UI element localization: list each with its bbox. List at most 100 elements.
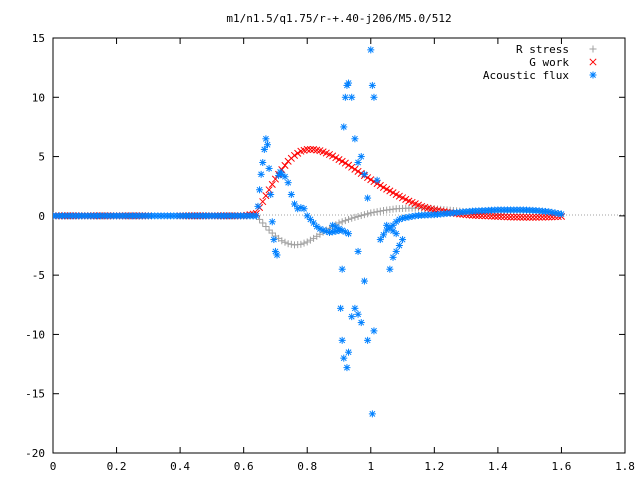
legend-marker (589, 58, 597, 66)
data-point (254, 202, 262, 210)
y-tick-label: 5 (38, 151, 45, 164)
data-point (284, 179, 292, 187)
data-point (273, 251, 281, 259)
x-tick-label: 1.2 (424, 460, 444, 473)
data-point (484, 212, 492, 220)
legend-marker (589, 71, 597, 79)
y-tick-label: 10 (32, 91, 45, 104)
data-point (364, 336, 372, 344)
legend-label: G work (529, 56, 569, 69)
data-point (265, 164, 273, 172)
data-point (532, 213, 540, 221)
data-point (303, 238, 311, 246)
data-point (303, 145, 311, 154)
data-point (332, 223, 340, 231)
data-point (340, 354, 348, 362)
data-point (379, 231, 387, 239)
data-point (259, 198, 267, 206)
data-point (344, 161, 353, 169)
data-point (376, 207, 384, 215)
data-point (262, 223, 270, 231)
data-point (370, 93, 378, 101)
data-point (264, 141, 271, 149)
data-point (367, 209, 375, 217)
data-point (297, 240, 305, 248)
data-point (338, 336, 346, 344)
data-point (529, 213, 537, 221)
data-point (281, 161, 289, 170)
y-tick-label: 15 (32, 32, 45, 45)
data-point (340, 123, 348, 131)
data-point (364, 194, 372, 202)
y-tick-label: -20 (25, 447, 45, 460)
data-point (354, 159, 362, 166)
data-point (300, 205, 308, 213)
data-point (526, 213, 534, 221)
y-tick-label: 0 (38, 210, 45, 223)
data-point (392, 230, 400, 238)
data-point (386, 265, 394, 273)
data-point (360, 277, 368, 285)
x-tick-label: 0.2 (107, 460, 127, 473)
x-tick-label: 0.4 (170, 460, 190, 473)
data-point (497, 213, 505, 221)
data-point (348, 313, 356, 321)
data-point (343, 364, 351, 372)
data-point (337, 304, 345, 312)
data-point (348, 214, 356, 222)
data-point (345, 348, 353, 356)
data-point (257, 170, 265, 178)
legend-label: R stress (516, 43, 569, 56)
y-tick-label: -15 (25, 388, 45, 401)
data-point (256, 186, 264, 194)
data-point (262, 135, 270, 143)
data-point (341, 93, 349, 101)
data-point (270, 236, 278, 244)
data-point (535, 213, 543, 221)
data-point (341, 159, 349, 167)
data-point (368, 81, 376, 89)
data-point (351, 304, 359, 312)
data-point (376, 236, 384, 244)
data-point (516, 213, 524, 221)
data-point (360, 170, 368, 178)
data-point (545, 213, 553, 221)
data-point (354, 212, 362, 220)
data-point (487, 212, 496, 220)
data-point (389, 253, 397, 261)
data-point (267, 191, 275, 199)
data-point (278, 237, 286, 245)
data-point (345, 215, 353, 223)
data-point (313, 223, 321, 231)
data-point (542, 213, 550, 221)
data-point (481, 212, 489, 220)
x-axis: 0 0.2 0.4 0.6 0.8 1 1.2 1.4 1.6 1.8 (50, 38, 635, 473)
data-point (557, 210, 565, 218)
x-tick-label: 1.6 (552, 460, 572, 473)
data-point (262, 192, 270, 200)
data-point (368, 410, 376, 418)
data-point (354, 310, 362, 318)
x-tick-label: 1.4 (488, 460, 508, 473)
data-point (260, 145, 268, 153)
data-point (351, 213, 359, 221)
data-point (259, 159, 267, 166)
data-point (510, 213, 518, 221)
data-point (268, 180, 276, 188)
data-point (522, 213, 531, 221)
data-point (507, 213, 515, 221)
x-tick-label: 0.8 (297, 460, 317, 473)
data-point (310, 219, 318, 227)
series-2 (53, 46, 565, 418)
data-point (345, 79, 353, 87)
data-point (348, 93, 356, 101)
data-point (281, 173, 289, 181)
data-point (345, 230, 353, 238)
data-point (338, 218, 346, 226)
data-point (354, 167, 362, 175)
data-point (341, 217, 349, 225)
data-point (376, 181, 384, 190)
data-point (351, 165, 359, 173)
plot-frame (52, 37, 626, 454)
